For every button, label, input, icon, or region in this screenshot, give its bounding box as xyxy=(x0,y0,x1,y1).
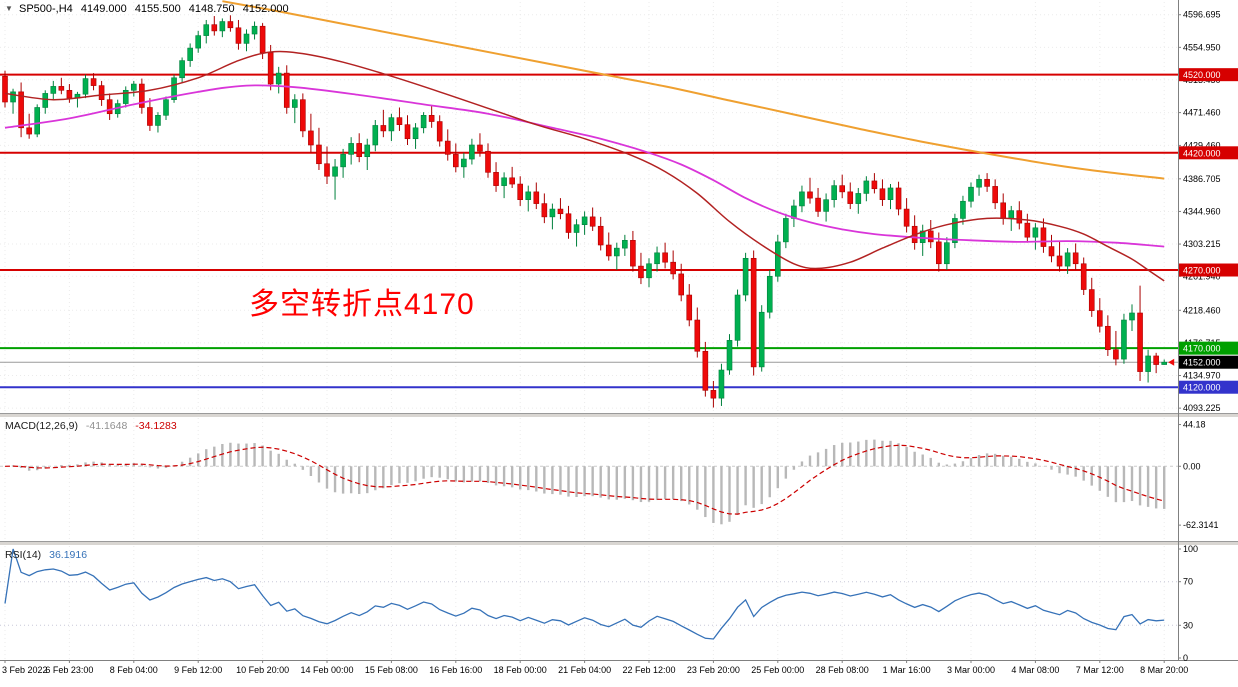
candlesticks xyxy=(2,15,1167,408)
svg-text:25 Feb 00:00: 25 Feb 00:00 xyxy=(751,665,804,675)
svg-text:44.18: 44.18 xyxy=(1183,420,1206,430)
svg-text:70: 70 xyxy=(1183,577,1193,587)
svg-text:4 Mar 08:00: 4 Mar 08:00 xyxy=(1011,665,1059,675)
price-axis[interactable]: 4596.6954554.9504513.4504471.4604429.460… xyxy=(1178,10,1221,663)
svg-text:8 Mar 20:00: 8 Mar 20:00 xyxy=(1140,665,1188,675)
svg-text:4303.215: 4303.215 xyxy=(1183,239,1221,249)
panel-frames xyxy=(0,0,1238,661)
svg-text:4420.000: 4420.000 xyxy=(1183,148,1221,158)
svg-text:3 Feb 2022: 3 Feb 2022 xyxy=(2,665,48,675)
svg-text:4471.460: 4471.460 xyxy=(1183,108,1221,118)
svg-text:4520.000: 4520.000 xyxy=(1183,70,1221,80)
svg-text:100: 100 xyxy=(1183,544,1198,554)
svg-text:0.00: 0.00 xyxy=(1183,461,1201,471)
svg-text:30: 30 xyxy=(1183,620,1193,630)
svg-text:3 Mar 00:00: 3 Mar 00:00 xyxy=(947,665,995,675)
grid-lines xyxy=(0,2,1178,660)
panel-splitters[interactable] xyxy=(0,413,1238,546)
svg-text:16 Feb 16:00: 16 Feb 16:00 xyxy=(429,665,482,675)
macd-histogram xyxy=(11,439,1166,525)
svg-text:4554.950: 4554.950 xyxy=(1183,42,1221,52)
horizontal-level-lines xyxy=(0,73,1178,389)
price-tags: 4520.000 4420.000 4270.000 4170.000 4120.000… xyxy=(1179,68,1238,394)
svg-text:21 Feb 04:00: 21 Feb 04:00 xyxy=(558,665,611,675)
last-price-marker xyxy=(1168,358,1175,366)
macd-main-value: -41.1648 xyxy=(85,420,128,432)
svg-text:4152.000: 4152.000 xyxy=(1183,358,1221,368)
symbol-timeframe: SP500-,H4 xyxy=(18,3,73,15)
svg-text:4270.000: 4270.000 xyxy=(1183,266,1221,276)
annotation-text: 多空转折点4170 xyxy=(249,288,475,321)
svg-text:4134.970: 4134.970 xyxy=(1183,371,1221,381)
svg-text:7 Mar 12:00: 7 Mar 12:00 xyxy=(1076,665,1124,675)
open-value: 4149.000 xyxy=(80,3,127,15)
svg-text:0: 0 xyxy=(1183,653,1188,663)
close-value: 4152.000 xyxy=(242,3,289,15)
macd-name: MACD(12,26,9) xyxy=(5,420,78,432)
chart-title: ▼ SP500-,H4 4149.000 4155.500 4148.750 4… xyxy=(5,3,289,15)
svg-text:6 Feb 23:00: 6 Feb 23:00 xyxy=(45,665,93,675)
svg-text:4596.695: 4596.695 xyxy=(1183,10,1221,20)
macd-signal-value: -34.1283 xyxy=(135,420,177,432)
high-value: 4155.500 xyxy=(134,3,181,15)
svg-text:4120.000: 4120.000 xyxy=(1183,383,1221,393)
rsi-indicator-label: RSI(14) 36.1916 xyxy=(5,549,92,561)
svg-text:8 Feb 04:00: 8 Feb 04:00 xyxy=(110,665,158,675)
ma-slow-orange-line xyxy=(222,0,1165,180)
svg-text:4093.225: 4093.225 xyxy=(1183,403,1221,413)
svg-text:4429.460: 4429.460 xyxy=(1183,140,1221,150)
rsi-value: 36.1916 xyxy=(49,549,88,561)
svg-text:9 Feb 12:00: 9 Feb 12:00 xyxy=(174,665,222,675)
svg-text:15 Feb 08:00: 15 Feb 08:00 xyxy=(365,665,418,675)
ma-mid-magenta-line xyxy=(4,84,1165,248)
rsi-name: RSI(14) xyxy=(5,549,42,561)
svg-text:10 Feb 20:00: 10 Feb 20:00 xyxy=(236,665,289,675)
ma-fast-darkred-line xyxy=(4,50,1165,282)
svg-text:18 Feb 00:00: 18 Feb 00:00 xyxy=(494,665,547,675)
svg-text:14 Feb 00:00: 14 Feb 00:00 xyxy=(300,665,353,675)
svg-text:28 Feb 08:00: 28 Feb 08:00 xyxy=(816,665,869,675)
svg-text:4170.000: 4170.000 xyxy=(1183,344,1221,354)
svg-text:23 Feb 20:00: 23 Feb 20:00 xyxy=(687,665,740,675)
rsi-line xyxy=(4,548,1165,640)
svg-text:4386.705: 4386.705 xyxy=(1183,174,1221,184)
svg-text:4344.960: 4344.960 xyxy=(1183,206,1221,216)
svg-text:-62.3141: -62.3141 xyxy=(1183,520,1219,530)
low-value: 4148.750 xyxy=(188,3,235,15)
expand-triangle-icon[interactable]: ▼ xyxy=(5,4,13,13)
svg-text:4218.460: 4218.460 xyxy=(1183,305,1221,315)
svg-text:22 Feb 12:00: 22 Feb 12:00 xyxy=(622,665,675,675)
macd-indicator-label: MACD(12,26,9) -41.1648 -34.1283 xyxy=(5,420,182,432)
svg-text:1 Mar 16:00: 1 Mar 16:00 xyxy=(883,665,931,675)
macd-signal-line xyxy=(4,444,1165,515)
